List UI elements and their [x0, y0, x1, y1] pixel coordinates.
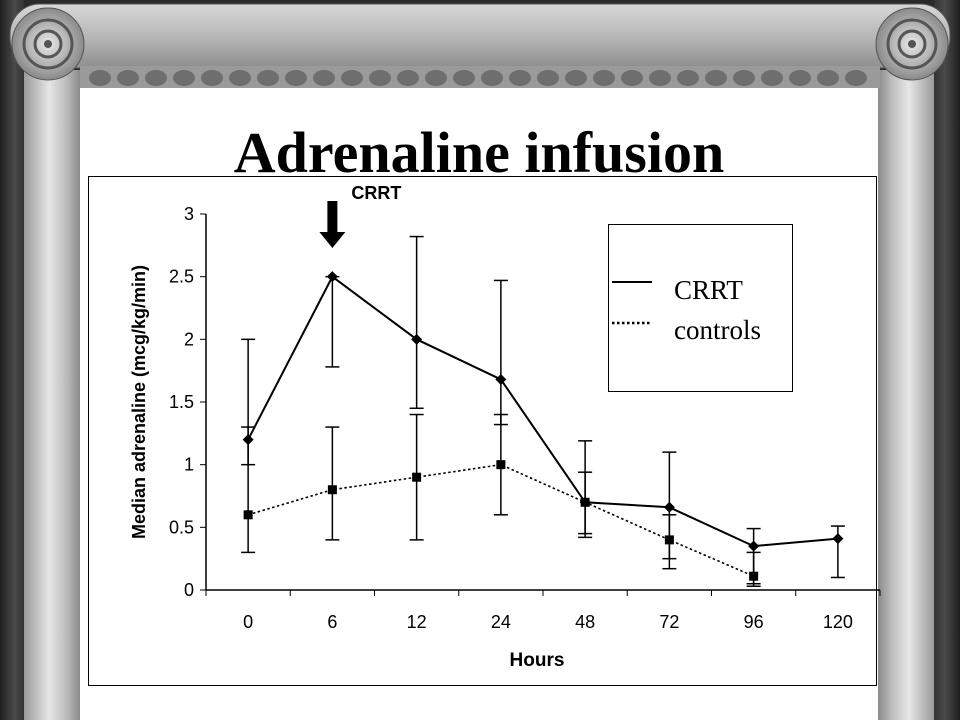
point-crrt [326, 271, 338, 283]
x-tick-label: 48 [575, 612, 595, 632]
point-controls [580, 497, 590, 507]
y-tick-label: 1.5 [169, 392, 194, 412]
chart-axes [200, 213, 881, 596]
x-tick-label: 12 [407, 612, 427, 632]
point-crrt [411, 333, 423, 345]
point-controls [412, 472, 422, 482]
frame-left [0, 0, 24, 720]
y-axis-title: Median adrenaline (mcg/kg/min) [129, 265, 149, 539]
legend-entry-crrt: CRRT [674, 275, 743, 305]
annotation-label: CRRT [351, 183, 401, 203]
point-crrt [495, 373, 507, 385]
x-tick-label: 0 [243, 612, 253, 632]
y-tick-label: 3 [184, 204, 194, 224]
x-tick-label: 24 [491, 612, 511, 632]
x-tick-label: 120 [823, 612, 853, 632]
x-axis-title: Hours [510, 650, 565, 671]
column-pillar-left [24, 70, 80, 720]
x-tick-label: 6 [327, 612, 337, 632]
point-controls [664, 535, 674, 545]
chart-legend [608, 224, 793, 392]
frame-right [934, 0, 960, 720]
point-controls [327, 485, 337, 495]
legend-entry-controls: controls [674, 315, 761, 345]
crrt-annotation: CRRT [319, 183, 401, 248]
series-lines [247, 275, 838, 577]
point-crrt [832, 533, 844, 545]
volute-left-icon [11, 7, 85, 81]
point-controls [243, 510, 253, 520]
y-tick-label: 2 [184, 329, 194, 349]
y-tick-label: 1 [184, 455, 194, 475]
x-tick-label: 96 [744, 612, 764, 632]
column-capital [9, 3, 951, 88]
point-crrt [242, 434, 254, 446]
x-tick-label: 72 [659, 612, 679, 632]
y-tick-label: 2.5 [169, 267, 194, 287]
point-controls [496, 460, 506, 470]
series-line-crrt [247, 275, 838, 548]
slide-title: Adrenaline infusion [233, 120, 725, 185]
column-pillar-right [878, 70, 934, 720]
point-controls [749, 571, 759, 581]
volute-right-icon [875, 7, 949, 81]
y-tick-label: 0.5 [169, 517, 194, 537]
point-crrt [748, 540, 760, 552]
point-crrt [663, 501, 675, 513]
series-markers [242, 271, 844, 581]
arrow-down-icon [319, 201, 346, 248]
capital-dentils [89, 70, 867, 86]
y-tick-label: 0 [184, 580, 194, 600]
axis-labels: 0 0.5 1 1.5 2 2.5 3 0 6 12 24 48 72 96 120 Hours Median … [129, 204, 853, 671]
